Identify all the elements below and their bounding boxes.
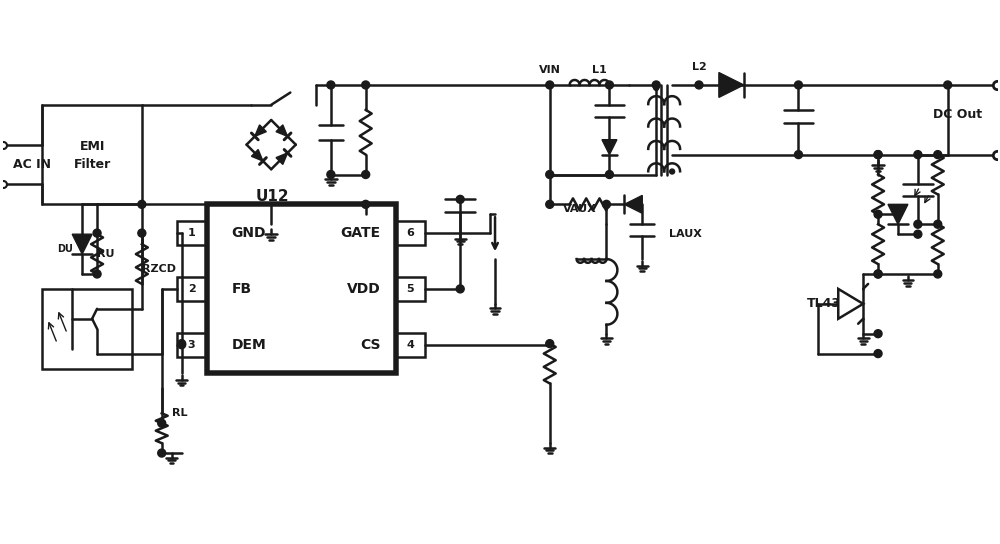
Circle shape [794, 151, 802, 159]
Circle shape [794, 81, 802, 89]
Circle shape [93, 270, 101, 278]
Circle shape [362, 170, 370, 178]
Polygon shape [255, 125, 266, 137]
Circle shape [456, 285, 464, 293]
Circle shape [605, 81, 613, 89]
Text: RU: RU [97, 249, 115, 259]
Bar [42, 289, 132, 368]
Text: VAUX: VAUX [563, 205, 596, 214]
Text: VDD: VDD [347, 282, 381, 296]
Circle shape [158, 449, 166, 457]
Circle shape [874, 270, 882, 278]
Bar [396, 277, 425, 301]
Circle shape [546, 339, 554, 348]
Bar [207, 205, 396, 374]
Circle shape [934, 270, 942, 278]
Circle shape [874, 270, 882, 278]
Circle shape [944, 81, 952, 89]
Text: RL: RL [172, 409, 187, 418]
Circle shape [158, 419, 166, 427]
Bar [177, 333, 207, 357]
Text: 5: 5 [407, 284, 414, 294]
Polygon shape [719, 72, 744, 97]
Polygon shape [624, 195, 642, 213]
Circle shape [654, 85, 659, 90]
Circle shape [602, 200, 610, 208]
Circle shape [874, 350, 882, 357]
Circle shape [138, 200, 146, 208]
Text: U12: U12 [256, 189, 289, 204]
Text: 4: 4 [407, 339, 414, 350]
Polygon shape [251, 150, 263, 161]
Circle shape [93, 229, 101, 237]
Text: GND: GND [231, 226, 266, 240]
Circle shape [605, 170, 613, 178]
Circle shape [914, 151, 922, 159]
Text: L1: L1 [592, 65, 607, 75]
Circle shape [914, 220, 922, 228]
Text: LAUX: LAUX [669, 229, 702, 239]
Bar [396, 221, 425, 245]
Polygon shape [72, 234, 92, 254]
Bar [396, 333, 425, 357]
Circle shape [670, 169, 675, 174]
Text: FB: FB [231, 282, 252, 296]
Circle shape [934, 220, 942, 228]
Text: EMI: EMI [79, 140, 105, 153]
Circle shape [362, 81, 370, 89]
Circle shape [456, 195, 464, 203]
Circle shape [874, 211, 882, 218]
Text: Filter: Filter [73, 158, 111, 171]
Text: VIN: VIN [539, 65, 561, 75]
Circle shape [652, 81, 660, 89]
Text: 3: 3 [188, 339, 195, 350]
Circle shape [874, 151, 882, 159]
Circle shape [874, 151, 882, 159]
Circle shape [546, 200, 554, 208]
Text: RZCD: RZCD [142, 264, 176, 274]
Text: 1: 1 [188, 228, 195, 238]
Polygon shape [602, 140, 617, 154]
Polygon shape [276, 153, 288, 164]
Bar [177, 221, 207, 245]
Circle shape [695, 81, 703, 89]
Polygon shape [888, 205, 908, 224]
Text: DC Out: DC Out [933, 108, 982, 121]
Text: DU: DU [57, 244, 73, 254]
Polygon shape [276, 125, 288, 137]
Text: AC IN: AC IN [13, 158, 51, 171]
Text: CS: CS [360, 338, 381, 352]
Text: TL431: TL431 [807, 298, 850, 310]
Text: DEM: DEM [231, 338, 266, 352]
Circle shape [138, 229, 146, 237]
Text: 2: 2 [188, 284, 195, 294]
Circle shape [934, 151, 942, 159]
Text: 6: 6 [407, 228, 414, 238]
Circle shape [327, 170, 335, 178]
Bar [177, 277, 207, 301]
Bar [42, 105, 142, 205]
Circle shape [178, 341, 186, 349]
Circle shape [874, 330, 882, 338]
Circle shape [546, 81, 554, 89]
Text: GATE: GATE [340, 226, 381, 240]
Text: L2: L2 [692, 62, 706, 72]
Circle shape [178, 339, 186, 348]
Circle shape [914, 230, 922, 238]
Circle shape [327, 81, 335, 89]
Circle shape [362, 200, 370, 208]
Polygon shape [838, 289, 863, 319]
Circle shape [546, 170, 554, 178]
